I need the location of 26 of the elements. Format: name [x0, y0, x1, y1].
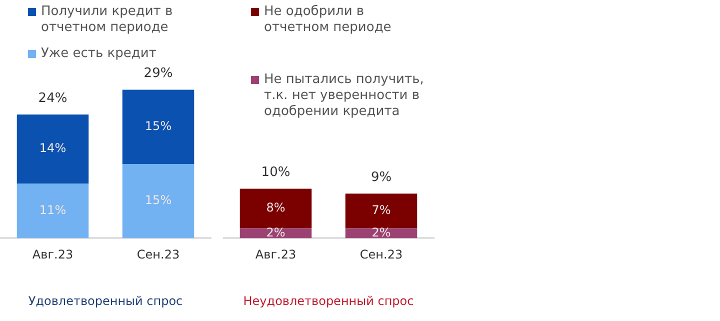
- data-label: 15%: [144, 118, 172, 133]
- legend-label: Не одобрили в отчетном периоде: [264, 4, 392, 36]
- bar: [122, 90, 194, 164]
- data-label: 2%: [372, 225, 391, 240]
- legend-label: Уже есть кредит: [41, 46, 156, 62]
- x-tick-label: Авг.23: [32, 248, 74, 262]
- total-label: 24%: [38, 90, 68, 106]
- x-tick-label: Сен.23: [136, 248, 180, 262]
- x-tick-label: Сен.23: [360, 248, 403, 262]
- data-label: 7%: [372, 203, 391, 218]
- total-label: 10%: [261, 165, 290, 180]
- x-axis-title: Удовлетворенный спрос: [28, 294, 183, 308]
- total-label: 9%: [370, 170, 392, 186]
- legend-label: Получили кредит в отчетном периоде: [41, 4, 174, 36]
- x-tick-label: Авг.23: [255, 248, 296, 262]
- total-label: 29%: [144, 66, 173, 82]
- bar: [122, 164, 194, 238]
- data-label: 8%: [266, 200, 286, 215]
- x-axis-title: Неудовлетворенный спрос: [243, 294, 414, 308]
- bar: [16, 114, 89, 184]
- data-label: 2%: [266, 225, 286, 240]
- data-label: 14%: [39, 141, 66, 156]
- data-label: 15%: [144, 193, 172, 208]
- data-label: 11%: [39, 203, 66, 218]
- bar: [16, 184, 89, 238]
- legend-label: Не пытались получить, т.к. нет уверенности в одобрении кредита: [264, 72, 425, 120]
